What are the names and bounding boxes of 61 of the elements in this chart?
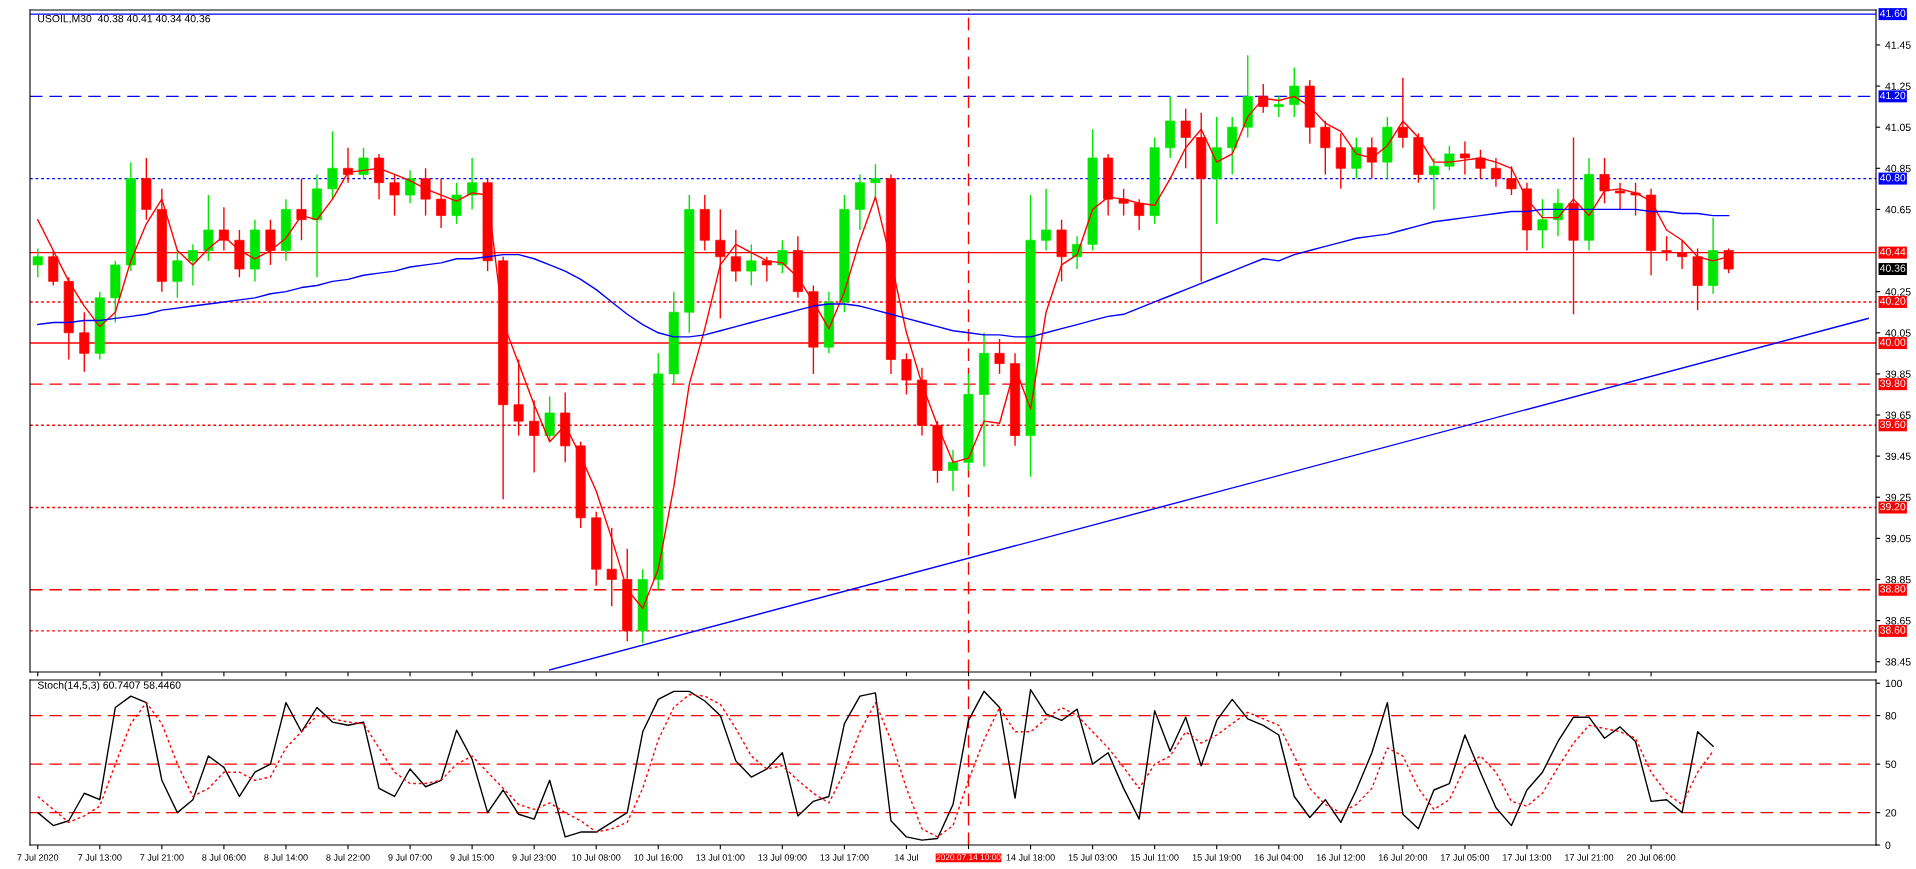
y-tick-label: 38.45 <box>1885 658 1911 666</box>
y-tick-label: 39.05 <box>1885 534 1911 543</box>
ref-line-label: 39.20 <box>1880 502 1906 511</box>
y-tick-label: 38.85 <box>1885 575 1911 584</box>
y-tick-label: 41.05 <box>1885 123 1911 132</box>
x-tick-label: 16 Jul 12:00 <box>1316 854 1366 861</box>
y-tick-label: 38.65 <box>1885 617 1911 625</box>
x-tick-label: 8 Jul 14:00 <box>264 854 308 861</box>
x-tick-label: 10 Jul 16:00 <box>634 854 683 861</box>
x-tick-label: 10 Jul 08:00 <box>572 854 621 861</box>
y-tick-label: 41.25 <box>1885 82 1911 90</box>
y-tick-label: 41.45 <box>1885 41 1911 49</box>
y-tick-label: 20 <box>1885 809 1897 817</box>
x-tick-label: 13 Jul 09:00 <box>758 854 807 861</box>
x-tick-label: 13 Jul 01:00 <box>696 854 745 861</box>
x-tick-label: 8 Jul 06:00 <box>202 854 246 861</box>
y-tick-label: 39.25 <box>1885 493 1911 502</box>
ref-line-label: 40.00 <box>1879 338 1906 346</box>
chart-title: Stoch(14,5,3) 60.7407 58.4460 <box>37 681 181 691</box>
y-tick-label: 40.65 <box>1885 205 1911 214</box>
x-tick-label: 7 Jul 2020 <box>17 854 59 861</box>
x-tick-label: 16 Jul 20:00 <box>1378 854 1428 861</box>
y-tick-label: 0 <box>1885 841 1891 849</box>
x-tick-label: 7 Jul 21:00 <box>140 854 184 861</box>
x-tick-label: 14 Jul <box>895 854 918 861</box>
y-tick-label: 39.65 <box>1885 411 1911 419</box>
annotation: 40.36 <box>1879 264 1906 272</box>
y-tick-label: 40.05 <box>1885 329 1911 337</box>
ref-line-label: 41.20 <box>1879 91 1906 100</box>
x-tick-label: 17 Jul 13:00 <box>1503 854 1552 861</box>
x-tick-label: 15 Jul 03:00 <box>1068 854 1117 861</box>
y-tick-label: 100 <box>1885 679 1902 688</box>
x-tick-label: 17 Jul 05:00 <box>1441 854 1490 861</box>
x-tick-label: 20 Jul 06:00 <box>1626 854 1676 861</box>
ref-line-label: 40.20 <box>1879 297 1906 305</box>
x-tick-label: 8 Jul 22:00 <box>326 854 370 861</box>
ref-line-label: 39.80 <box>1880 379 1906 387</box>
y-tick-label: 80 <box>1885 712 1897 720</box>
ref-line-label: 41.60 <box>1879 9 1906 17</box>
y-tick-label: 40.25 <box>1885 288 1911 296</box>
x-tick-label: 9 Jul 07:00 <box>388 854 432 861</box>
ref-line-label: 39.60 <box>1880 420 1906 429</box>
x-tick-label: 7 Jul 13:00 <box>78 854 122 861</box>
x-tick-label: 9 Jul 15:00 <box>450 854 494 861</box>
y-tick-label: 39.85 <box>1885 370 1911 378</box>
ref-line-label: 40.44 <box>1879 248 1906 256</box>
ref-line-label: 40.80 <box>1879 174 1906 182</box>
ref-line-label: 38.60 <box>1880 626 1906 634</box>
y-tick-label: 50 <box>1885 760 1897 768</box>
x-tick-label: 9 Jul 23:00 <box>512 854 556 861</box>
x-tick-label: 17 Jul 21:00 <box>1565 854 1614 861</box>
x-tick-label: 13 Jul 17:00 <box>820 854 869 861</box>
x-tick-label: 15 Jul 19:00 <box>1192 854 1241 861</box>
x-tick-label: 15 Jul 11:00 <box>1131 854 1179 861</box>
x-tick-label: 2020.07.14 10:00 <box>936 854 1001 861</box>
ref-line-label: 38.80 <box>1880 585 1906 593</box>
y-tick-label: 40.85 <box>1885 164 1911 173</box>
x-tick-label: 16 Jul 04:00 <box>1254 854 1304 861</box>
y-tick-label: 39.45 <box>1885 452 1911 461</box>
x-tick-label: 14 Jul 18:00 <box>1006 854 1055 861</box>
chart-title: USOIL,M30 40.38 40.41 40.34 40.36 <box>38 14 211 24</box>
